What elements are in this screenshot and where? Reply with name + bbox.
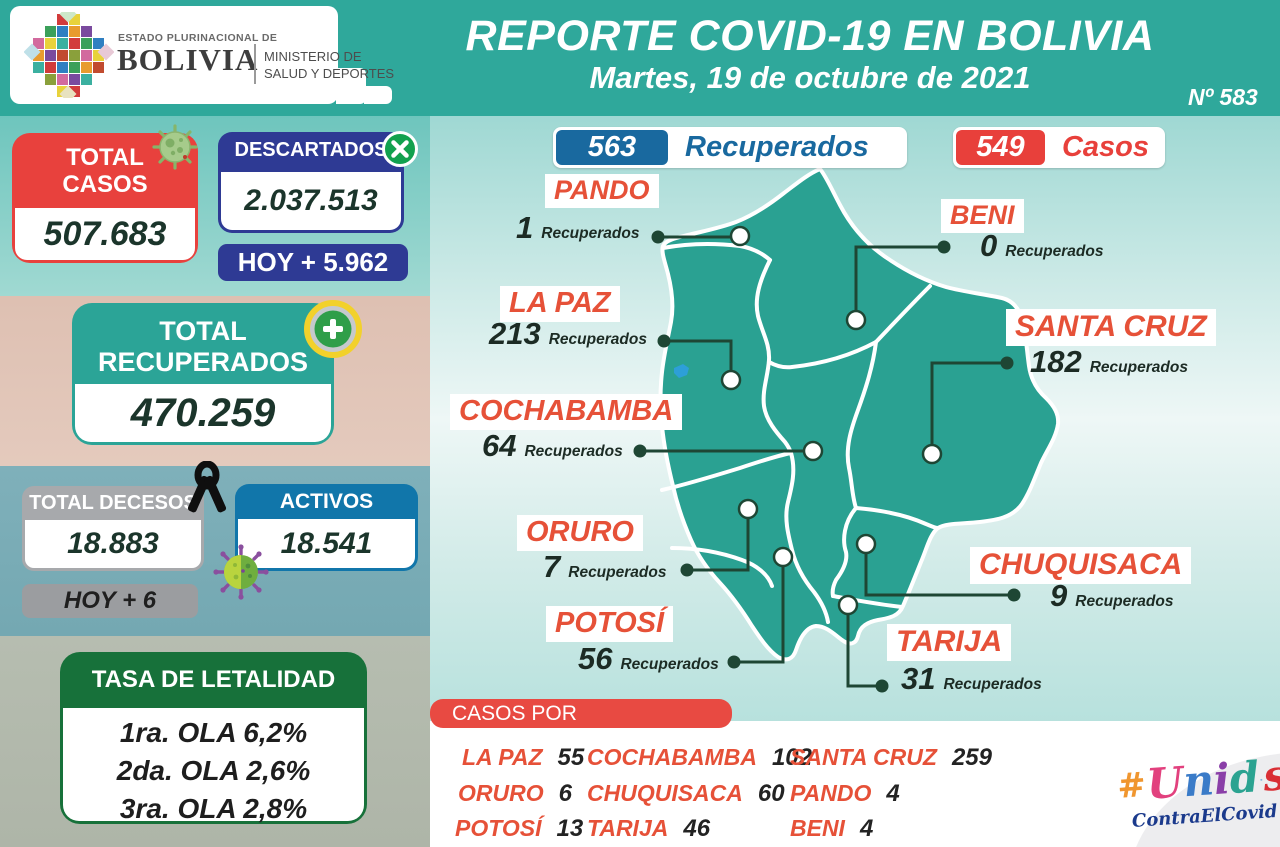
total-recuperados-box: TOTAL RECUPERADOS 470.259	[72, 303, 334, 445]
dept-value-tarija: 31 Recuperados	[901, 661, 1042, 696]
case-item-lapaz: LA PAZ 55	[462, 744, 585, 771]
dept-value-cochabamba: 64 Recuperados	[482, 428, 623, 463]
dept-label-cochabamba: COCHABAMBA	[450, 394, 683, 430]
activos-label: ACTIVOS	[279, 490, 374, 513]
face-mask-icon	[1260, 779, 1263, 781]
daily-recuperados-value: 563	[556, 130, 668, 165]
descartados-box: DESCARTADOS 2.037.513	[218, 132, 404, 233]
daily-casos-badge: 549 Casos	[953, 127, 1165, 168]
map-marker-beni	[845, 309, 867, 331]
dept-value-pando: 1 Recuperados	[516, 210, 640, 245]
tasa-ola-1: 1ra. OLA 6,2%	[119, 717, 308, 748]
case-item-tarija: TARIJA 46	[587, 815, 711, 842]
dept-label-santacruz: SANTA CRUZ	[1006, 309, 1216, 346]
total-casos-value: 507.683	[15, 208, 195, 260]
total-decesos-box: TOTAL DECESOS 18.883	[22, 486, 204, 571]
total-casos-label: TOTAL	[66, 144, 144, 171]
case-item-beni: BENI 4	[790, 815, 874, 842]
connector-potosi	[734, 559, 785, 664]
dept-label-potosi: POTOSÍ	[546, 606, 674, 642]
dept-label-beni: BENI	[941, 199, 1024, 233]
logo-step-decoration	[364, 86, 392, 104]
case-item-potosi: POTOSÍ 13	[455, 815, 584, 842]
bottom-section-background	[430, 721, 1280, 847]
case-item-oruro: ORURO 6	[458, 780, 572, 807]
report-date: Martes, 19 de octubre de 2021	[589, 60, 1031, 95]
tasa-ola-3: 3ra. OLA 2,8%	[119, 793, 308, 824]
connector-lapaz	[664, 339, 733, 378]
lake-titicaca	[674, 364, 689, 378]
activos-box: ACTIVOS 18.541	[235, 484, 418, 571]
report-number: Nº 583	[1188, 84, 1258, 110]
total-recuperados-value: 470.259	[75, 384, 331, 442]
descartados-value: 2.037.513	[221, 172, 401, 230]
total-decesos-value: 18.883	[25, 520, 201, 568]
case-item-chuquisaca: CHUQUISACA 60	[587, 780, 785, 807]
dept-value-santacruz: 182 Recuperados	[1030, 344, 1188, 379]
connector-oruro	[687, 511, 750, 572]
map-marker-lapaz	[720, 369, 742, 391]
logo-divider	[254, 44, 256, 84]
connector-chuquisaca	[864, 546, 1014, 597]
casos-por-departamento-banner: CASOS POR DEPARTAMENTO	[430, 699, 732, 754]
map-marker-potosi	[772, 546, 794, 568]
dept-value-chuquisaca: 9 Recuperados	[1050, 578, 1174, 613]
descartados-hoy-box: HOY + 5.962	[218, 244, 408, 281]
discarded-x-icon	[382, 131, 418, 167]
bolivia-wordmark: BOLIVIA	[117, 42, 259, 77]
map-marker-cochabamba	[802, 440, 824, 462]
connector-santacruz	[930, 361, 1007, 452]
dept-value-oruro: 7 Recuperados	[543, 549, 667, 584]
map-markers	[720, 225, 943, 616]
connector-lines	[640, 235, 1014, 688]
tasa-letalidad-box: TASA DE LETALIDAD 1ra. OLA 6,2% 2da. OLA…	[60, 652, 367, 824]
label-dots	[633, 230, 1021, 693]
descartados-label: DESCARTADOS	[234, 139, 388, 161]
daily-casos-value: 549	[956, 130, 1045, 165]
map-marker-chuquisaca	[855, 533, 877, 555]
map-marker-oruro	[737, 498, 759, 520]
case-item-cochabamba: COCHABAMBA 102	[587, 744, 812, 771]
virus-icon	[152, 124, 198, 170]
map-marker-pando	[729, 225, 751, 247]
daily-recuperados-label: Recuperados	[685, 131, 869, 163]
bolivia-coat-of-arms-icon	[24, 12, 114, 98]
decesos-hoy-box: HOY + 6	[22, 584, 198, 618]
estado-plurinacional-text: ESTADO PLURINACIONAL DE	[118, 32, 278, 44]
logo-step-decoration	[336, 68, 366, 104]
activos-value: 18.541	[238, 519, 415, 568]
dept-value-lapaz: 213 Recuperados	[489, 316, 647, 351]
map-marker-santacruz	[921, 443, 943, 465]
page-title: REPORTE COVID-19 EN BOLIVIA	[465, 12, 1155, 60]
map-marker-tarija	[837, 594, 859, 616]
ministerio-text: MINISTERIO DE SALUD Y DEPORTES	[264, 49, 395, 81]
daily-recuperados-badge: 563 Recuperados	[553, 127, 907, 168]
case-item-pando: PANDO 4	[790, 780, 900, 807]
plus-circle-icon	[304, 300, 362, 358]
dept-label-chuquisaca: CHUQUISACA	[970, 547, 1192, 584]
dept-label-tarija: TARIJA	[887, 624, 1012, 661]
dept-label-oruro: ORURO	[517, 515, 643, 551]
connector-beni	[854, 245, 944, 318]
dept-label-pando: PANDO	[545, 174, 659, 208]
mourning-ribbon-icon	[187, 461, 227, 513]
connector-tarija	[846, 607, 882, 688]
dept-label-lapaz: LA PAZ	[500, 286, 620, 322]
hashtag-glyph: #	[1116, 765, 1148, 807]
tasa-ola-2: 2da. OLA 2,6%	[116, 755, 311, 786]
tasa-letalidad-label: TASA DE LETALIDAD	[91, 666, 336, 693]
case-item-santacruz: SANTA CRUZ 259	[790, 744, 992, 771]
dept-value-beni: 0 Recuperados	[980, 228, 1104, 263]
total-recuperados-label: TOTAL	[159, 316, 247, 346]
department-borders	[660, 241, 940, 624]
dept-value-potosi: 56 Recuperados	[578, 641, 719, 676]
total-decesos-label: TOTAL DECESOS	[29, 492, 197, 514]
daily-casos-label: Casos	[1061, 131, 1149, 163]
virus-icon	[213, 544, 269, 600]
